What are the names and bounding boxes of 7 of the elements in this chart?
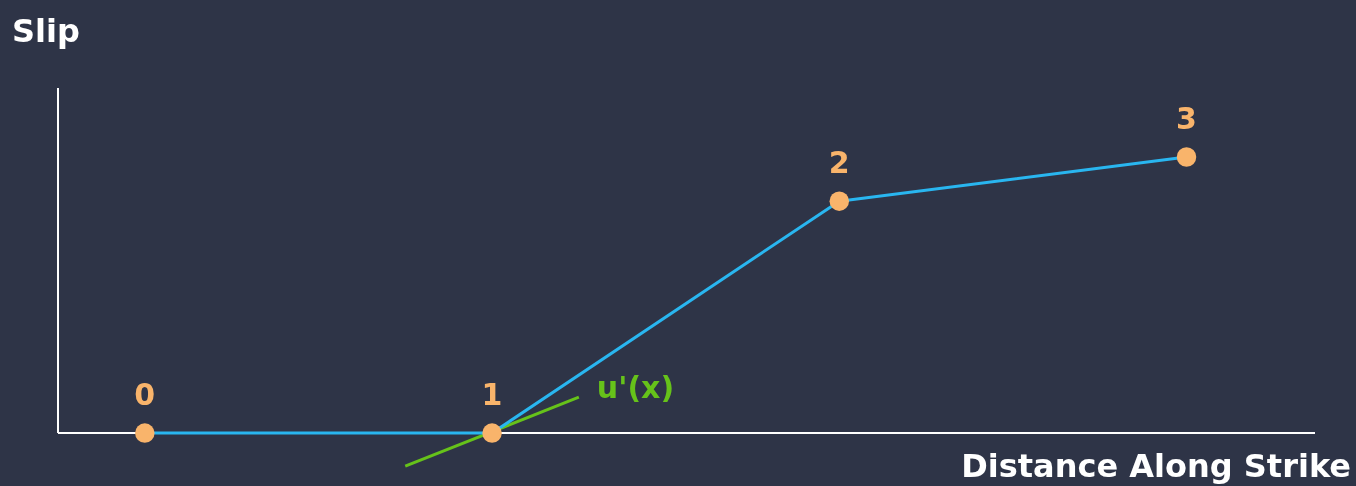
annotation: 0	[134, 377, 156, 413]
annotation: 2	[828, 145, 850, 181]
text: 3	[1176, 101, 1197, 137]
x-axis-title: Distance Along Strike	[961, 447, 1351, 485]
y-axis-title: Slip	[12, 12, 80, 50]
annotation: u'(x)	[596, 370, 675, 406]
annotation: 1	[481, 377, 503, 413]
